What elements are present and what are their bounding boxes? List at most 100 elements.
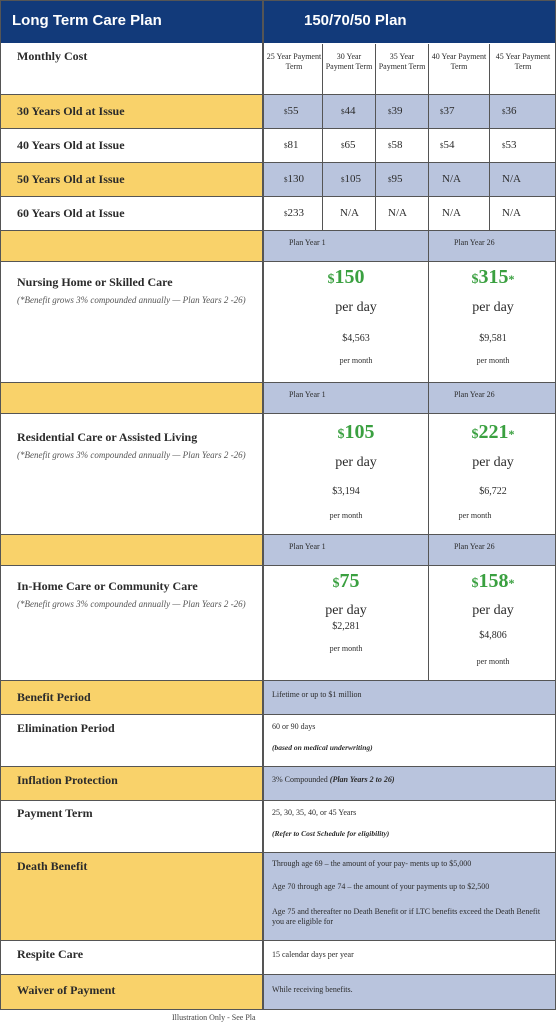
per-day-label: per day <box>335 300 377 315</box>
age-50-label: 50 Years Old at Issue <box>17 172 125 186</box>
payment-term-value: 25, 30, 35, 40, or 45 Years <box>272 808 357 817</box>
cost-cell-na: N/A <box>442 173 461 185</box>
per-month-label: per month <box>458 511 492 520</box>
benefit-growth-note: (*Benefit grows 3% compounded annually —… <box>17 450 246 460</box>
plan-year-band-label <box>0 231 262 261</box>
cost-cell: $233 <box>284 207 304 219</box>
monthly-benefit-left: $4,563 <box>342 333 370 344</box>
benefit-growth-note: (*Benefit grows 3% compounded annually —… <box>17 295 246 305</box>
inflation-protection-label: Inflation Protection <box>17 773 118 787</box>
cost-cell-na: N/A <box>502 207 521 219</box>
death-benefit-line: Through age 69 – the amount of your pay-… <box>272 859 472 868</box>
monthly-benefit-right: $4,806 <box>479 630 507 641</box>
cost-cell-na: N/A <box>340 207 359 219</box>
col-30yr: 30 Year Payment Term <box>325 52 373 71</box>
monthly-cost-row: Monthly Cost 25 Year Payment Term 30 Yea… <box>0 44 556 94</box>
row-label-bg <box>0 163 262 196</box>
divider <box>0 974 556 975</box>
plan-year-1-label: Plan Year 1 <box>289 390 326 399</box>
divider <box>0 94 556 95</box>
divider <box>0 230 556 231</box>
divider <box>0 800 556 801</box>
row-bg <box>0 129 556 162</box>
cost-cell: $37 <box>440 105 455 117</box>
cost-cell: $95 <box>388 173 403 185</box>
per-day-label: per day <box>325 603 367 618</box>
plan-year-band-label <box>0 535 262 565</box>
monthly-benefit-left: $2,281 <box>332 621 360 632</box>
detail-label-bg <box>0 767 262 800</box>
cost-cell: $65 <box>341 139 356 151</box>
daily-benefit-right: $315* <box>471 266 515 288</box>
waiver-of-payment-value: While receiving benefits. <box>272 985 353 994</box>
benefit-period-value: Lifetime or up to $1 million <box>272 690 362 699</box>
daily-benefit-left: $150 <box>327 266 365 288</box>
row-bg <box>0 197 556 230</box>
divider <box>0 940 556 941</box>
death-benefit-line: Age 70 through age 74 – the amount of yo… <box>272 882 490 891</box>
plan-name-title: 150/70/50 Plan <box>304 12 407 29</box>
death-benefit-label: Death Benefit <box>17 859 88 873</box>
divider <box>322 44 323 230</box>
per-day-label: per day <box>472 603 514 618</box>
age-60-label: 60 Years Old at Issue <box>17 206 125 220</box>
daily-benefit-left: $105 <box>337 421 375 443</box>
col-45yr: 45 Year Payment Term <box>495 52 551 71</box>
respite-care-label: Respite Care <box>17 947 84 961</box>
divider <box>0 128 556 129</box>
plan-year-26-label: Plan Year 26 <box>454 390 495 399</box>
elimination-period-note: (based on medical underwriting) <box>272 743 373 752</box>
benefit-block <box>0 566 556 680</box>
cost-cell: $54 <box>440 139 455 151</box>
daily-benefit-left: $75 <box>332 570 360 592</box>
elimination-period-label: Elimination Period <box>17 721 115 735</box>
per-day-label: per day <box>472 300 514 315</box>
per-month-label: per month <box>476 356 510 365</box>
divider <box>0 565 556 566</box>
per-month-label: per month <box>476 657 510 666</box>
detail-value-bg <box>264 975 556 1009</box>
per-month-label: per month <box>339 356 373 365</box>
plan-year-1-label: Plan Year 1 <box>289 542 326 551</box>
benefit-block <box>0 414 556 534</box>
per-day-label: per day <box>472 455 514 470</box>
cost-cell: $130 <box>284 173 304 185</box>
benefit-growth-note: (*Benefit grows 3% compounded annually —… <box>17 599 246 609</box>
col-40yr: 40 Year Payment Term <box>431 52 487 71</box>
plan-year-band-label <box>0 383 262 413</box>
elimination-period-value: 60 or 90 days <box>272 722 316 731</box>
col-35yr: 35 Year Payment Term <box>378 52 426 71</box>
row-values-bg <box>264 163 556 196</box>
nursing-home-title: Nursing Home or Skilled Care <box>17 275 173 289</box>
detail-value-bg <box>264 681 556 714</box>
cost-cell: $36 <box>502 105 517 117</box>
plan-year-26-label: Plan Year 26 <box>454 542 495 551</box>
divider <box>0 162 556 163</box>
benefit-block <box>0 262 556 382</box>
cost-cell: $55 <box>284 105 299 117</box>
in-home-care-title: In-Home Care or Community Care <box>17 579 198 593</box>
divider <box>375 44 376 230</box>
detail-row-bg <box>0 715 556 766</box>
detail-value-bg <box>264 767 556 800</box>
cost-cell: $53 <box>502 139 517 151</box>
plan-year-1-label: Plan Year 1 <box>289 238 326 247</box>
header-left: Long Term Care Plan <box>0 0 262 43</box>
plan-year-band <box>264 383 556 413</box>
per-month-label: per month <box>329 511 363 520</box>
divider <box>0 196 556 197</box>
detail-label-bg <box>0 681 262 714</box>
cost-cell: $58 <box>388 139 403 151</box>
residential-care-title: Residential Care or Assisted Living <box>17 430 198 444</box>
payment-term-label: Payment Term <box>17 806 93 820</box>
daily-benefit-right: $221* <box>471 421 515 443</box>
payment-term-note: (Refer to Cost Schedule for eligibility) <box>272 829 390 838</box>
cost-cell: $105 <box>341 173 361 185</box>
cost-cell-na: N/A <box>502 173 521 185</box>
cost-cell: $39 <box>388 105 403 117</box>
inflation-protection-value: 3% Compounded (Plan Years 2 to 26) <box>272 775 395 784</box>
respite-care-value: 15 calendar days per year <box>272 950 354 959</box>
monthly-cost-label: Monthly Cost <box>17 49 88 63</box>
cost-cell: $81 <box>284 139 299 151</box>
